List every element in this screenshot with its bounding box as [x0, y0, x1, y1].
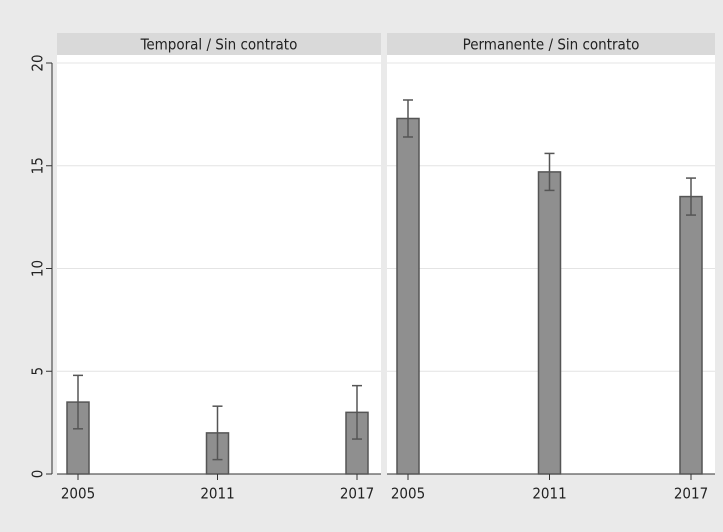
bar: [679, 195, 703, 475]
x-tick-label: 2011: [532, 485, 566, 503]
panel-title: Temporal / Sin contrato: [140, 36, 298, 54]
panel: [57, 55, 381, 474]
error-bar: [352, 384, 362, 440]
x-tick-label: 2017: [340, 485, 374, 503]
error-bar: [544, 152, 555, 192]
error-bar: [73, 374, 83, 430]
error-bar: [403, 99, 413, 138]
y-tick-label: 10: [29, 260, 47, 277]
error-bar: [212, 405, 223, 461]
panel-title: Permanente / Sin contrato: [463, 36, 640, 54]
bar: [396, 117, 420, 475]
strip: [57, 33, 381, 55]
error-bar: [686, 177, 696, 216]
bar: [537, 171, 562, 475]
y-tick-label: 5: [29, 367, 47, 376]
x-tick-label: 2011: [200, 485, 234, 503]
y-tick-label: 15: [29, 157, 47, 174]
x-tick-label: 2017: [674, 485, 708, 503]
strip: [387, 33, 715, 55]
x-tick-label: 2005: [61, 485, 95, 503]
x-tick-label: 2005: [391, 485, 425, 503]
y-tick-label: 20: [29, 54, 47, 71]
y-tick-label: 0: [29, 470, 47, 479]
